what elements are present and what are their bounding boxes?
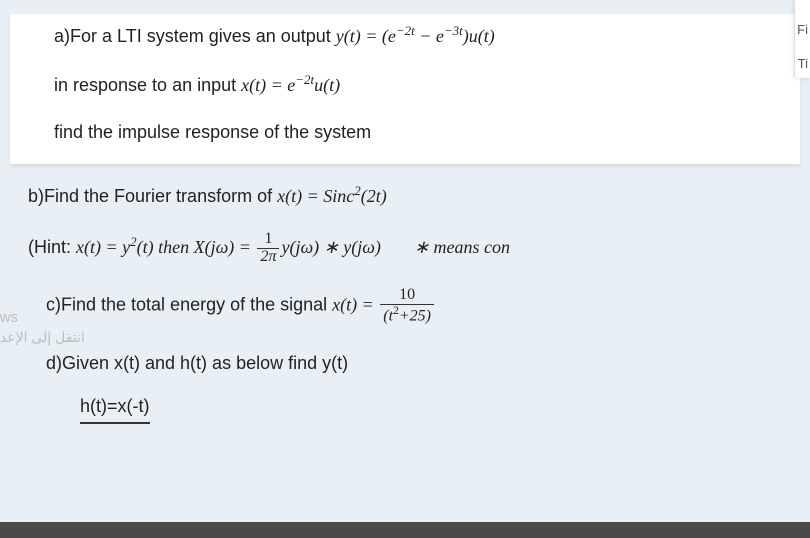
document-content: a)For a LTI system gives an output y(t) … [0,0,810,424]
hint-line: (Hint: x(t) = y2(t) then X(jω) = 12πy(jω… [28,231,800,266]
watermark-en: lows [0,309,18,326]
text: a)For a LTI system gives an output [54,26,336,46]
problem-a-line1: a)For a LTI system gives an output y(t) … [54,22,770,49]
problem-a-box: a)For a LTI system gives an output y(t) … [10,14,800,164]
math: x(t) = [332,295,378,315]
math-eq2: y(jω) ∗ y(jω) [281,237,380,257]
text: in response to an input [54,75,241,95]
problem-a-line3: find the impulse response of the system [54,120,770,145]
math: x(t) = e−2tu(t) [241,75,340,95]
fraction: 10(t2+25) [380,287,434,325]
right-label-2: Ti [798,56,808,71]
text: c)Find the total energy of the signal [46,295,332,315]
text: (Hint: [28,237,76,257]
math-eq1: x(t) = y2(t) then X(jω) = [76,237,255,257]
problem-b-line: b)Find the Fourier transform of x(t) = S… [28,182,800,209]
watermark-ar: انتقل إلى الإعدا [0,329,85,346]
h-expression: h(t)=x(-t) [80,394,150,423]
math: y(t) = (e−2t − e−3t)u(t) [336,26,495,46]
problem-d-line: d)Given x(t) and h(t) as below find y(t) [46,351,800,376]
right-label-1: Fi [797,22,808,37]
text: b)Find the Fourier transform of [28,186,277,206]
fraction: 12π [257,231,279,266]
problem-a-line2: in response to an input x(t) = e−2tu(t) [54,71,770,98]
hint-note: ∗ means con [414,237,510,257]
bottom-bar [0,522,810,538]
problem-c-line: c)Find the total energy of the signal x(… [46,287,800,325]
math: x(t) = Sinc2(2t) [277,186,387,206]
